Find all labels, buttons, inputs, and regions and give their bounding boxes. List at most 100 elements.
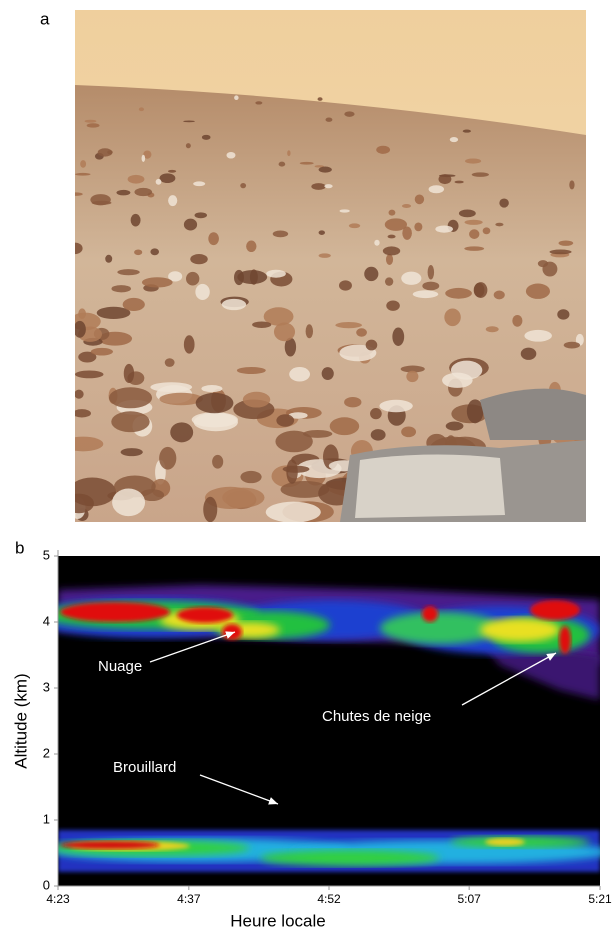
- rock: [439, 174, 452, 184]
- rock: [193, 181, 205, 186]
- rock: [454, 181, 463, 184]
- rock: [402, 226, 412, 239]
- rock: [111, 411, 149, 432]
- rock: [279, 162, 286, 167]
- figure: a b Heure locale Altitude (km) 0123454:2…: [0, 0, 614, 933]
- rock: [63, 437, 103, 452]
- rock: [203, 497, 217, 522]
- rock: [123, 298, 145, 311]
- rock: [237, 270, 267, 284]
- rock: [74, 321, 86, 338]
- rock: [413, 290, 439, 298]
- rock: [349, 223, 360, 228]
- rock: [134, 249, 142, 255]
- rock: [150, 382, 192, 392]
- rock: [374, 240, 379, 246]
- rock: [472, 172, 489, 176]
- rock: [464, 246, 484, 250]
- echo: [530, 600, 580, 620]
- y-tick-label: 5: [43, 547, 50, 562]
- rock: [326, 118, 333, 122]
- rock: [386, 300, 400, 310]
- rock: [422, 282, 439, 291]
- annotation: Brouillard: [113, 759, 176, 776]
- annotation: Nuage: [98, 658, 142, 675]
- rock: [192, 412, 238, 427]
- x-tick-label: 5:07: [457, 892, 481, 906]
- rock: [68, 192, 83, 196]
- rock: [306, 324, 313, 338]
- rock: [222, 488, 264, 508]
- rock: [499, 198, 509, 207]
- rock: [463, 130, 471, 133]
- rock: [252, 321, 271, 328]
- rock: [64, 494, 94, 514]
- rock: [435, 225, 453, 232]
- rock: [401, 426, 416, 437]
- photo: [63, 10, 589, 523]
- rock: [184, 335, 195, 353]
- rock: [549, 250, 571, 255]
- rock: [243, 392, 270, 408]
- rock: [67, 243, 82, 254]
- rock: [124, 364, 134, 383]
- rock: [116, 190, 130, 195]
- rock: [322, 367, 334, 380]
- y-axis-label: Altitude (km): [11, 673, 30, 768]
- rock: [366, 340, 378, 351]
- rock: [273, 230, 288, 237]
- rock: [392, 327, 404, 345]
- rock: [303, 430, 332, 438]
- rock: [91, 348, 113, 356]
- rock: [344, 397, 361, 407]
- rock: [183, 121, 195, 123]
- rock: [112, 489, 145, 517]
- rock: [184, 219, 197, 231]
- rock: [168, 170, 176, 173]
- rock: [445, 288, 472, 299]
- rock: [276, 414, 294, 426]
- rock: [240, 183, 246, 188]
- rock: [495, 223, 503, 227]
- rock: [524, 330, 552, 342]
- rock: [234, 95, 238, 100]
- rock: [415, 194, 424, 204]
- rock: [311, 183, 326, 190]
- y-tick-label: 3: [43, 679, 50, 694]
- rock: [486, 326, 499, 332]
- x-tick-label: 5:21: [588, 892, 612, 906]
- rock: [300, 162, 314, 165]
- rock: [557, 309, 569, 319]
- rock: [266, 502, 321, 523]
- rock: [344, 111, 354, 117]
- rock: [526, 284, 550, 299]
- rock: [196, 393, 234, 413]
- x-tick-label: 4:23: [46, 892, 70, 906]
- rock: [444, 308, 460, 326]
- rock: [559, 240, 574, 245]
- rock: [389, 210, 396, 216]
- x-tick-label: 4:52: [317, 892, 341, 906]
- rock: [289, 367, 310, 381]
- rock: [74, 390, 83, 399]
- rock: [131, 214, 141, 227]
- rock: [324, 184, 332, 188]
- rock: [319, 253, 331, 257]
- echo: [60, 602, 170, 622]
- echo: [422, 606, 438, 622]
- rock: [414, 222, 422, 231]
- rock: [370, 408, 382, 419]
- echo: [177, 607, 233, 623]
- rock: [364, 267, 378, 281]
- rock: [428, 265, 434, 280]
- rock: [168, 195, 177, 206]
- rock: [383, 246, 400, 255]
- rock: [195, 212, 207, 218]
- rock: [117, 269, 139, 275]
- rock: [105, 255, 112, 263]
- rock: [92, 201, 112, 205]
- rock: [78, 308, 86, 319]
- rock: [406, 371, 418, 382]
- rock: [287, 150, 290, 156]
- rock: [356, 328, 367, 336]
